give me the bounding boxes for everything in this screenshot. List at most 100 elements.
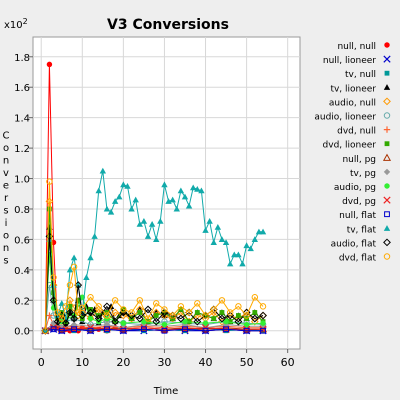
series-line-15	[44, 181, 264, 331]
series-7-point-26	[219, 310, 225, 315]
series-15-point-5	[62, 303, 70, 310]
series-14-point-18	[152, 317, 161, 326]
legend-label-11: dvd, pg	[342, 197, 376, 207]
axes: 0 10 20 30 40 50 60 0.0 0.2 0.4 0.6 0.8 1.0 1.2 1.4 1.6…	[14, 53, 295, 369]
series-10-point-13	[202, 320, 209, 326]
series-15-point-16	[136, 297, 144, 304]
legend: null, null null, lioneer tv, null tv, lione…	[314, 42, 392, 264]
series-13-point-49	[243, 242, 250, 249]
series-13-point-30	[165, 198, 172, 204]
series-13-point-42	[214, 224, 222, 230]
series-10-point-9	[120, 320, 127, 326]
legend-marker-13	[383, 225, 391, 231]
legend-marker-10	[384, 183, 390, 189]
series-14-point-26	[218, 314, 226, 323]
series-15-point-10	[87, 294, 94, 301]
series-15-point-13	[111, 297, 119, 304]
series-12-point-12	[243, 327, 250, 334]
series-9-point-5	[103, 321, 111, 328]
y-axis-label-char-3: v	[3, 168, 9, 179]
legend-label-3: tv, lioneer	[330, 84, 376, 94]
series-13-point-53	[259, 228, 267, 235]
series-13-point-36	[190, 184, 197, 191]
legend-entry-5: audio, lioneer	[314, 112, 391, 123]
series-13-point-39	[202, 227, 209, 233]
series-14-point-6	[66, 308, 74, 317]
series-13-point-13	[95, 187, 102, 194]
series-9-point-1	[50, 319, 57, 327]
y-tick-label-4: 0.8	[14, 205, 30, 216]
legend-entry-15: dvd, flat	[339, 253, 391, 264]
x-tick-label-1: 10	[75, 356, 89, 369]
y-axis-label-char-2: n	[3, 156, 9, 167]
series-12-point-13	[260, 327, 266, 334]
legend-label-6: dvd, null	[337, 127, 376, 137]
series-4-point-30	[250, 317, 259, 326]
y-tick-label-7: 1.4	[14, 114, 30, 125]
series-12-point-7	[141, 326, 147, 333]
y-axis-label: Conversions	[3, 131, 10, 267]
y-axis-label-char-1: o	[3, 143, 9, 154]
x-tick-label-4: 40	[199, 356, 213, 369]
legend-marker-1	[383, 55, 391, 63]
series-13-point-19	[120, 181, 127, 188]
legend-entry-12: null, flat	[339, 211, 390, 221]
legend-label-12: null, flat	[339, 211, 376, 221]
series-13-point-17	[111, 198, 119, 204]
series-13-point-28	[157, 217, 164, 224]
series-7-point-18	[153, 313, 159, 318]
legend-entry-6: dvd, null	[337, 126, 391, 137]
series-15-point-18	[153, 300, 160, 307]
legend-label-10: audio, pg	[334, 183, 376, 193]
series-14-point-30	[250, 314, 259, 323]
legend-marker-3	[383, 84, 391, 90]
series-12-point-5	[104, 326, 110, 333]
legend-label-0: null, null	[337, 42, 376, 52]
y-tick-label-6: 1.2	[14, 144, 30, 155]
series-13-point-46	[231, 251, 238, 258]
series-15-point-2	[50, 274, 57, 281]
series-15-point-8	[74, 309, 82, 316]
series-14-point-21	[176, 314, 185, 323]
series-12-point-4	[87, 327, 94, 334]
legend-label-2: tv, null	[345, 70, 376, 80]
series-12-point-6	[120, 327, 127, 334]
legend-marker-5	[383, 112, 391, 119]
legend-label-9: tv, pg	[350, 169, 376, 179]
y-tick-label-2: 0.4	[14, 266, 30, 277]
legend-entry-11: dvd, pg	[342, 196, 391, 207]
series-15-point-15	[128, 309, 135, 316]
series-10-point-11	[161, 321, 168, 328]
legend-marker-2	[384, 70, 390, 76]
legend-entry-2: tv, null	[345, 70, 390, 80]
legend-label-4: audio, null	[329, 98, 376, 108]
legend-marker-7	[384, 141, 390, 147]
series-6-point-1	[46, 312, 53, 319]
legend-label-8: null, pg	[342, 155, 376, 165]
series-13-point-33	[177, 187, 185, 194]
series-13-point-47	[235, 251, 242, 258]
series-13-point-31	[169, 196, 176, 203]
series-13-point-38	[198, 187, 205, 194]
series-15-point-1	[46, 178, 53, 185]
series-13-point-45	[226, 260, 234, 267]
series-15-point-26	[218, 297, 226, 304]
y-axis-label-char-10: s	[3, 256, 8, 267]
series-13-point-12	[91, 233, 98, 239]
series-13-point-34	[181, 193, 189, 200]
series-13-point-11	[87, 254, 94, 261]
series-7-point-25	[211, 316, 217, 321]
legend-marker-11	[383, 196, 391, 204]
y-tick-label-3: 0.6	[14, 235, 30, 246]
legend-marker-12	[384, 211, 390, 218]
series-15-point-7	[70, 263, 78, 271]
y-multiplier-base: x10	[4, 20, 23, 31]
series-13-point-23	[136, 221, 143, 227]
legend-entry-0: null, null	[337, 42, 390, 52]
legend-marker-15	[383, 253, 391, 260]
series-7-point-23	[194, 310, 200, 315]
x-tick-label-2: 20	[116, 356, 130, 369]
series-12-point-1	[50, 326, 57, 333]
series-10-point-6	[87, 315, 94, 322]
